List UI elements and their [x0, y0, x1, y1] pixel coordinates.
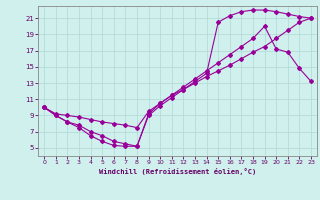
X-axis label: Windchill (Refroidissement éolien,°C): Windchill (Refroidissement éolien,°C) — [99, 168, 256, 175]
